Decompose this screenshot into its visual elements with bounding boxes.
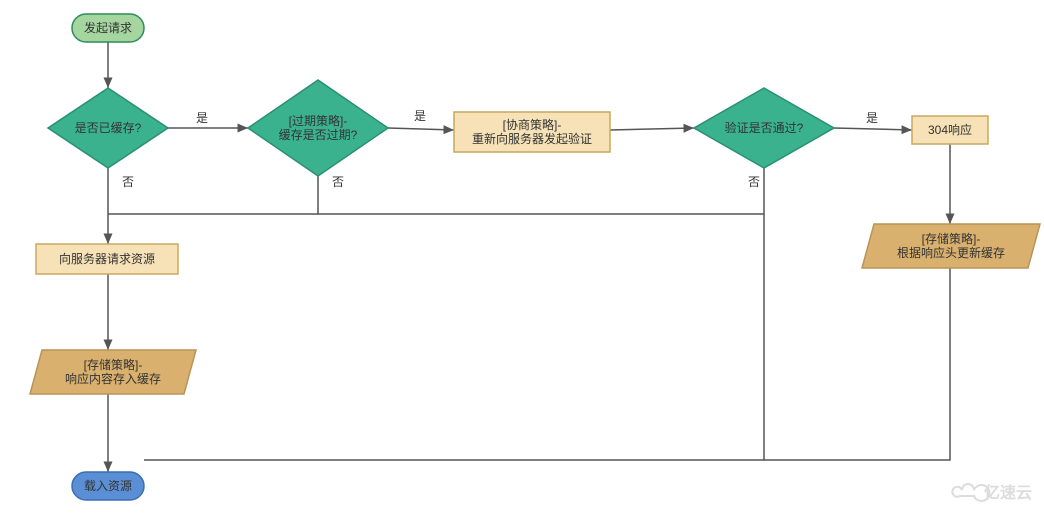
flow-edge (764, 268, 950, 460)
svg-text:亿速云: 亿速云 (984, 483, 1032, 502)
svg-text:响应内容存入缓存: 响应内容存入缓存 (65, 371, 161, 386)
edge-label: 否 (122, 175, 134, 189)
flowchart-canvas: 是否 是否 是否 发起请求是否已缓存? [过期策略]-缓存是否过期? [协商策略]-重新向… (0, 0, 1044, 514)
svg-text:[过期策略]-: [过期策略]- (289, 113, 348, 128)
edge-label: 是 (866, 111, 878, 125)
svg-text:[协商策略]-: [协商策略]- (503, 117, 562, 132)
edge-label: 否 (332, 175, 344, 189)
svg-text:[存储策略]-: [存储策略]- (84, 357, 143, 372)
edge-label: 是 (196, 111, 208, 125)
edge-label: 是 (414, 109, 426, 123)
svg-text:根据响应头更新缓存: 根据响应头更新缓存 (897, 245, 1005, 260)
flow-edge (144, 214, 764, 460)
svg-text:304响应: 304响应 (928, 122, 972, 137)
svg-text:[存储策略]-: [存储策略]- (922, 231, 981, 246)
flow-edge (388, 128, 454, 130)
svg-text:载入资源: 载入资源 (84, 479, 132, 493)
svg-text:是否已缓存?: 是否已缓存? (75, 121, 142, 135)
flow-edge (610, 128, 694, 130)
edge-label: 否 (748, 175, 760, 189)
watermark: 亿速云 (952, 483, 1032, 502)
svg-text:发起请求: 发起请求 (84, 20, 132, 35)
flow-edge (318, 168, 764, 214)
svg-text:向服务器请求资源: 向服务器请求资源 (59, 251, 155, 266)
svg-text:缓存是否过期?: 缓存是否过期? (279, 128, 358, 142)
svg-text:重新向服务器发起验证: 重新向服务器发起验证 (472, 131, 592, 146)
flow-edge (834, 128, 912, 130)
svg-text:验证是否通过?: 验证是否通过? (725, 120, 804, 135)
